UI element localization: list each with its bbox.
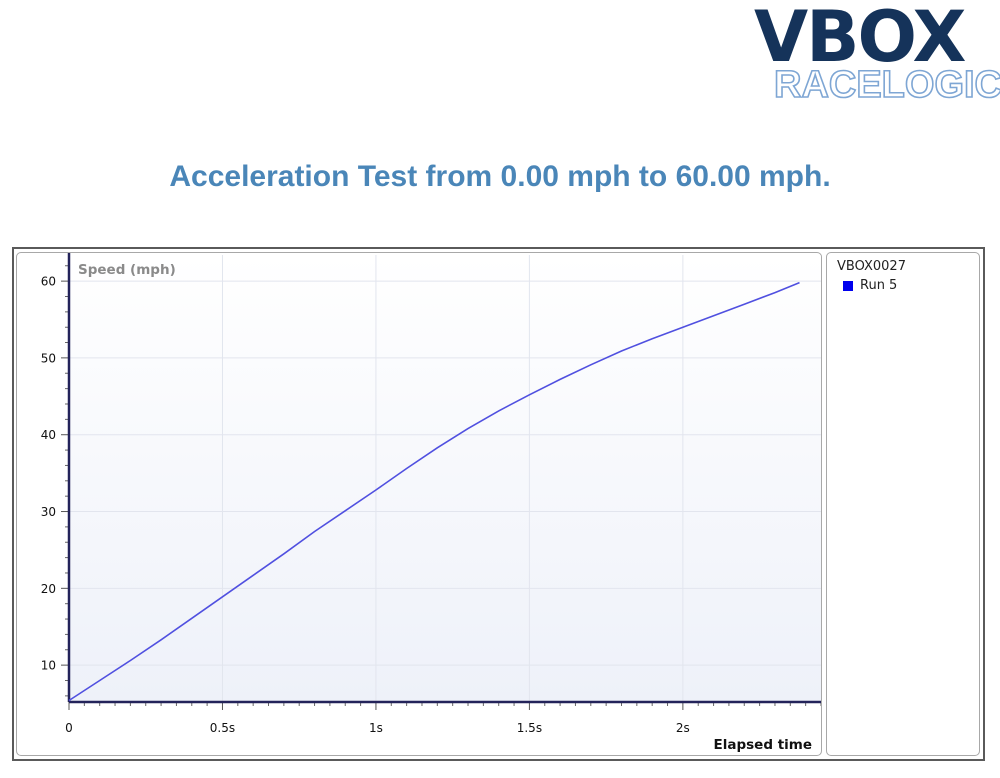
grid-lines — [69, 255, 821, 702]
x-tick-label: 1s — [369, 721, 383, 735]
y-tick-label: 50 — [41, 351, 56, 365]
plot-background — [69, 255, 821, 702]
y-tick-labels: 10 20 30 40 50 60 — [41, 275, 56, 673]
y-tick-label: 40 — [41, 428, 56, 442]
page-title: Acceleration Test from 0.00 mph to 60.00… — [169, 160, 831, 193]
series-layer — [68, 281, 800, 702]
speed-chart: 10 20 30 40 50 60 0 0.5s 1s 1.5s 2s Speed (mph) E… — [41, 253, 821, 753]
logo-racelogic-text: RACELOGIC — [773, 64, 1000, 106]
y-tick-label: 60 — [41, 275, 56, 289]
legend-swatch — [843, 280, 853, 291]
x-tick-label: 0 — [65, 721, 73, 735]
chart-panel: 10 20 30 40 50 60 0 0.5s 1s 1.5s 2s Speed (mph) E… — [16, 252, 822, 756]
y-tick-label: 30 — [41, 505, 56, 519]
x-tick-labels: 0 0.5s 1s 1.5s 2s — [65, 721, 690, 735]
vbox-racelogic-logo: VBOX RACELOGIC — [750, 2, 1000, 105]
legend-title: VBOX0027 — [837, 259, 906, 274]
y-tick-label: 20 — [41, 582, 56, 596]
x-tick-label: 2s — [676, 721, 690, 735]
legend-item-run-5[interactable]: Run 5 — [843, 278, 897, 293]
logo-vbox-text: VBOX — [754, 0, 967, 78]
legend-label: Run 5 — [860, 278, 898, 293]
series-line-run-5 — [68, 281, 800, 702]
legend-panel: VBOX0027 Run 5 — [826, 252, 980, 756]
y-tick-label: 10 — [41, 659, 56, 673]
x-tick-label: 0.5s — [210, 721, 235, 735]
x-tick-label: 1.5s — [517, 721, 542, 735]
x-axis-label: Elapsed time — [714, 737, 812, 753]
y-axis-label: Speed (mph) — [78, 262, 176, 278]
